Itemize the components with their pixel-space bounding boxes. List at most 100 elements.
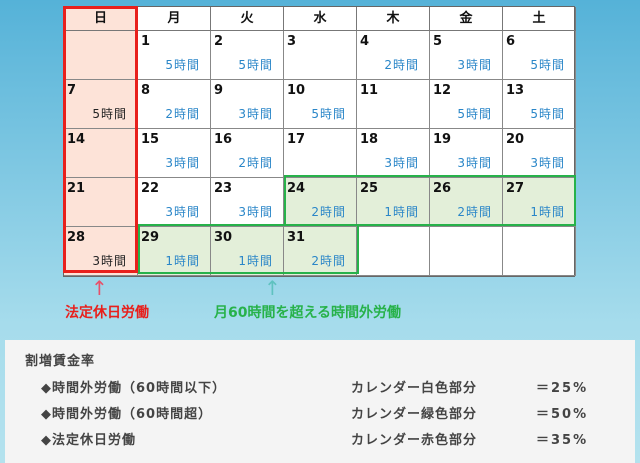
day-number: 16	[214, 132, 233, 147]
day-number: 26	[433, 181, 452, 196]
overtime-hours: 2時間	[384, 58, 419, 72]
calendar-day	[357, 227, 430, 276]
day-number: 6	[506, 34, 516, 49]
weekday-header: 水	[284, 7, 357, 31]
calendar-day: 4 2時間	[357, 31, 430, 80]
day-number: 12	[433, 83, 452, 98]
overtime-hours: 3時間	[238, 205, 273, 219]
calendar-day	[503, 227, 576, 276]
calendar-day: 17	[284, 129, 357, 178]
overtime-hours: 5時間	[311, 107, 346, 121]
day-number: 15	[141, 132, 160, 147]
day-number: 13	[506, 83, 525, 98]
day-number: 9	[214, 83, 224, 98]
day-number: 22	[141, 181, 160, 196]
calendar-day: 5 3時間	[430, 31, 503, 80]
day-number: 20	[506, 132, 525, 147]
rate-part: カレンダー白色部分	[351, 381, 478, 396]
calendar-day: 25 1時間	[357, 178, 430, 227]
day-number: 4	[360, 34, 370, 49]
overtime-hours: 2時間	[165, 107, 200, 121]
day-number: 18	[360, 132, 379, 147]
overtime-hours: 1時間	[530, 205, 565, 219]
overtime-hours: 3時間	[384, 156, 419, 170]
weekday-header: 火	[211, 7, 284, 31]
overtime-hours: 5時間	[92, 107, 127, 121]
calendar-day: 27 1時間	[503, 178, 576, 227]
rates-panel: 割増賃金率 ◆時間外労働（60時間以下） カレンダー白色部分 ＝25% ◆時間外…	[5, 340, 635, 463]
calendar-day: 14	[64, 129, 138, 178]
calendar-day: 7 5時間	[64, 80, 138, 129]
holiday-label: 法定休日労働	[65, 305, 149, 321]
overtime-hours: 5時間	[530, 107, 565, 121]
overtime-hours: 3時間	[165, 205, 200, 219]
calendar-day: 16 2時間	[211, 129, 284, 178]
calendar-day: 15 3時間	[138, 129, 211, 178]
calendar-day: 8 2時間	[138, 80, 211, 129]
day-number: 7	[67, 83, 77, 98]
calendar-day: 31 2時間	[284, 227, 357, 276]
day-number: 24	[287, 181, 306, 196]
calendar-day: 30 1時間	[211, 227, 284, 276]
overtime-hours: 5時間	[530, 58, 565, 72]
calendar-day: 19 3時間	[430, 129, 503, 178]
day-number: 30	[214, 230, 233, 245]
calendar-day: 22 3時間	[138, 178, 211, 227]
day-number: 2	[214, 34, 224, 49]
calendar-day: 23 3時間	[211, 178, 284, 227]
overtime-hours: 2時間	[238, 156, 273, 170]
weekday-header: 月	[138, 7, 211, 31]
overtime-hours: 2時間	[311, 254, 346, 268]
day-number: 23	[214, 181, 233, 196]
rate-part: カレンダー赤色部分	[351, 433, 478, 448]
overtime-hours: 3時間	[530, 156, 565, 170]
calendar-day: 9 3時間	[211, 80, 284, 129]
calendar-day: 12 5時間	[430, 80, 503, 129]
rate-name: ◆時間外労働（60時間超）	[41, 407, 213, 422]
overtime-hours: 1時間	[238, 254, 273, 268]
day-number: 28	[67, 230, 86, 245]
calendar-day: 11	[357, 80, 430, 129]
rate-value: ＝50%	[536, 407, 589, 422]
calendar-day: 21	[64, 178, 138, 227]
day-number: 25	[360, 181, 379, 196]
rate-value: ＝25%	[536, 381, 589, 396]
calendar-day: 18 3時間	[357, 129, 430, 178]
calendar-day: 10 5時間	[284, 80, 357, 129]
weekday-header: 金	[430, 7, 503, 31]
overtime-hours: 1時間	[165, 254, 200, 268]
arrow-up-icon: ↑	[91, 276, 108, 300]
calendar-day: 29 1時間	[138, 227, 211, 276]
overtime-hours: 2時間	[457, 205, 492, 219]
calendar-day: 13 5時間	[503, 80, 576, 129]
rates-title: 割増賃金率	[25, 354, 96, 369]
calendar-day: 2 5時間	[211, 31, 284, 80]
rate-value: ＝35%	[536, 433, 589, 448]
weekday-header: 日	[64, 7, 138, 31]
day-number: 14	[67, 132, 86, 147]
overtime-hours: 5時間	[457, 107, 492, 121]
overtime-hours: 2時間	[311, 205, 346, 219]
day-number: 5	[433, 34, 443, 49]
calendar-day	[430, 227, 503, 276]
calendar-day: 26 2時間	[430, 178, 503, 227]
day-number: 8	[141, 83, 151, 98]
overtime-hours: 3時間	[92, 254, 127, 268]
arrow-up-icon: ↑	[264, 276, 281, 300]
calendar-day: 6 5時間	[503, 31, 576, 80]
day-number: 29	[141, 230, 160, 245]
day-number: 10	[287, 83, 306, 98]
calendar-day: 28 3時間	[64, 227, 138, 276]
overtime-hours: 5時間	[165, 58, 200, 72]
calendar-day	[64, 31, 138, 80]
rate-name: ◆時間外労働（60時間以下）	[41, 381, 227, 396]
calendar-day: 1 5時間	[138, 31, 211, 80]
calendar: 日月火水木金土 1 5時間 2 5時間 3 4 2時間 5 3時間 6 5時間 7 5時間 8 2時間 9 3時間…	[63, 6, 576, 277]
overtime60-label: 月60時間を超える時間外労働	[214, 305, 402, 321]
overtime-hours: 3時間	[457, 156, 492, 170]
calendar-day: 24 2時間	[284, 178, 357, 227]
day-number: 3	[287, 34, 297, 49]
day-number: 27	[506, 181, 525, 196]
overtime-hours: 3時間	[457, 58, 492, 72]
weekday-header: 土	[503, 7, 576, 31]
